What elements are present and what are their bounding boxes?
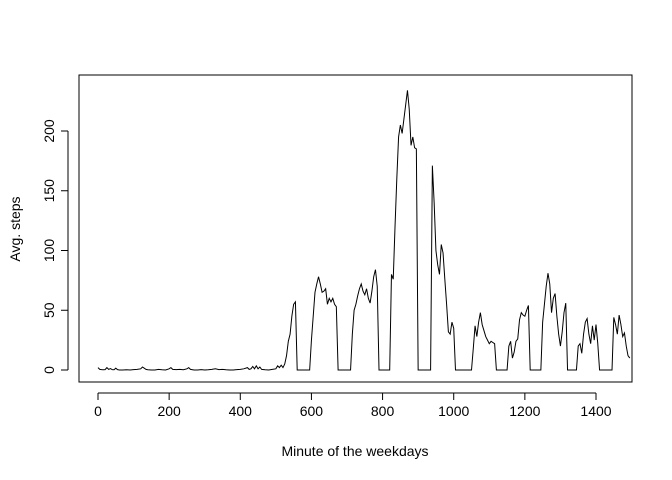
x-tick-label: 1400	[580, 403, 611, 419]
x-tick-label: 400	[229, 403, 253, 419]
y-tick-label: 200	[41, 119, 57, 143]
y-axis-label: Avg. steps	[7, 196, 23, 261]
y-tick-label: 100	[41, 239, 57, 263]
x-tick-label: 200	[157, 403, 181, 419]
x-tick-label: 1200	[509, 403, 540, 419]
x-tick-label: 0	[94, 403, 102, 419]
y-tick-label: 0	[41, 366, 57, 374]
plot-box	[78, 74, 633, 383]
y-tick-label: 50	[41, 302, 57, 318]
x-tick-label: 600	[300, 403, 324, 419]
x-axis: 0 200 400 600 800 1000 1200 1400	[94, 392, 612, 419]
x-tick-label: 1000	[438, 403, 469, 419]
y-tick-label: 150	[41, 179, 57, 203]
x-axis-label: Minute of the weekdays	[281, 443, 428, 459]
y-axis: 0 50 100 150 200	[41, 119, 69, 374]
series-line	[97, 90, 631, 371]
x-tick-label: 800	[371, 403, 395, 419]
